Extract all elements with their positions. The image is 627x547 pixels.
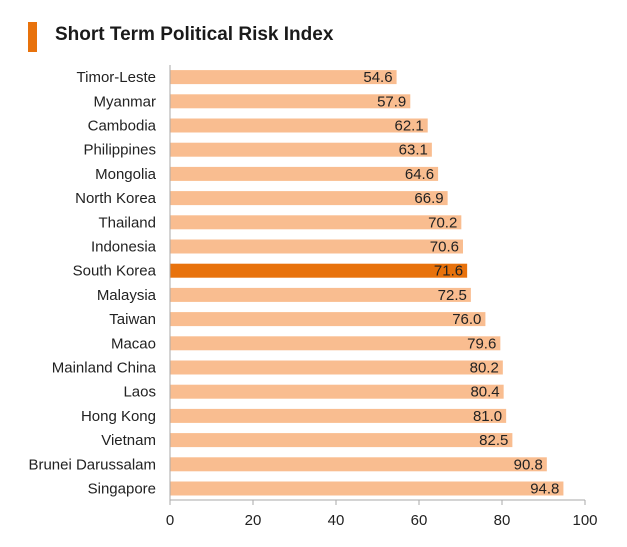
data-label: 71.6 <box>434 263 463 280</box>
bar <box>170 433 513 448</box>
bar <box>170 312 486 327</box>
data-label: 80.2 <box>470 360 499 377</box>
category-label: Myanmar <box>93 93 156 110</box>
data-label: 64.6 <box>405 166 434 183</box>
category-label: Macao <box>111 335 156 352</box>
category-label: Brunei Darussalam <box>28 456 156 473</box>
bar <box>170 360 503 375</box>
category-label: Laos <box>123 384 156 401</box>
category-label: Timor-Leste <box>77 69 156 86</box>
category-label: Vietnam <box>101 432 156 449</box>
x-tick-label: 80 <box>494 512 511 529</box>
data-label: 70.2 <box>428 214 457 231</box>
bar <box>170 384 504 399</box>
bar <box>170 457 547 472</box>
category-label: Mongolia <box>95 166 157 183</box>
data-label: 94.8 <box>530 481 559 498</box>
data-label: 80.4 <box>470 384 499 401</box>
data-label: 90.8 <box>514 456 543 473</box>
bar <box>170 408 507 423</box>
category-label: Thailand <box>98 214 156 231</box>
data-label: 72.5 <box>438 287 467 304</box>
category-label: North Korea <box>75 190 157 207</box>
title-accent-bar <box>28 22 37 52</box>
bar <box>170 215 462 230</box>
data-label: 76.0 <box>452 311 481 328</box>
x-tick-label: 0 <box>166 512 174 529</box>
bar <box>170 118 428 133</box>
bar <box>170 191 448 206</box>
x-tick-label: 100 <box>572 512 597 529</box>
category-label: Singapore <box>88 481 156 498</box>
data-label: 66.9 <box>414 190 443 207</box>
data-label: 81.0 <box>473 408 502 425</box>
bar <box>170 481 564 496</box>
category-label: Hong Kong <box>81 408 156 425</box>
data-label: 54.6 <box>363 69 392 86</box>
bar <box>170 336 501 351</box>
category-label: Mainland China <box>52 360 157 377</box>
data-label: 70.6 <box>430 239 459 256</box>
bar <box>170 239 463 254</box>
x-tick-label: 40 <box>328 512 345 529</box>
bar <box>170 287 471 302</box>
bar <box>170 70 397 85</box>
category-label: Philippines <box>83 142 156 159</box>
data-label: 62.1 <box>395 118 424 135</box>
category-label: South Korea <box>73 263 157 280</box>
bar <box>170 263 468 278</box>
x-tick-label: 60 <box>411 512 428 529</box>
bar <box>170 142 432 157</box>
bar <box>170 166 439 181</box>
category-label: Malaysia <box>97 287 157 304</box>
data-label: 57.9 <box>377 93 406 110</box>
chart-title: Short Term Political Risk Index <box>55 24 334 45</box>
x-tick-label: 20 <box>245 512 262 529</box>
data-label: 63.1 <box>399 142 428 159</box>
category-label: Indonesia <box>91 239 157 256</box>
bar <box>170 94 411 109</box>
data-label: 79.6 <box>467 335 496 352</box>
data-label: 82.5 <box>479 432 508 449</box>
category-label: Taiwan <box>109 311 156 328</box>
category-label: Cambodia <box>88 118 157 135</box>
